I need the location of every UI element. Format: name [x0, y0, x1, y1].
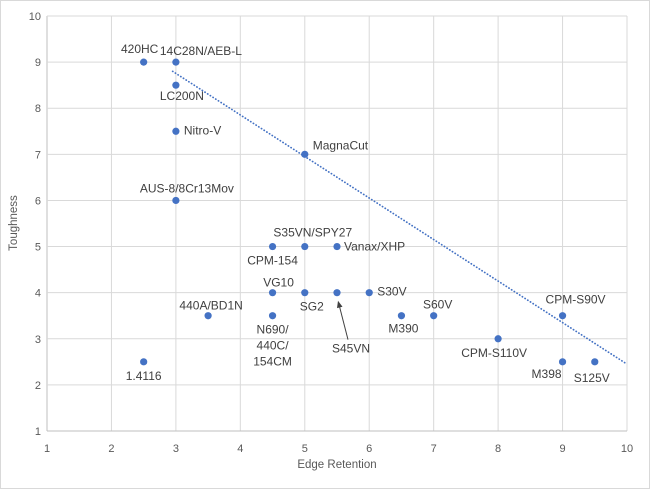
- data-point[interactable]: [140, 58, 148, 66]
- data-point[interactable]: [172, 196, 180, 205]
- y-tick-label: 7: [35, 149, 41, 161]
- x-tick-label: 8: [495, 443, 501, 455]
- trendline: [171, 70, 628, 365]
- x-axis-title: Edge Retention: [297, 459, 377, 471]
- x-tick-label: 3: [173, 443, 179, 455]
- point-label: CPM-154: [247, 254, 298, 268]
- x-tick-label: 2: [108, 443, 114, 455]
- x-tick-label: 6: [366, 443, 372, 455]
- data-point[interactable]: [397, 312, 406, 320]
- y-tick-label: 6: [35, 195, 41, 207]
- point-label: AUS-8/8Cr13Mov: [140, 181, 234, 195]
- annotation-arrow-line: [338, 305, 349, 340]
- point-label: 420HC: [121, 42, 159, 56]
- data-point[interactable]: [301, 242, 309, 251]
- data-point[interactable]: [333, 289, 341, 297]
- y-axis-title: Toughness: [8, 195, 20, 251]
- point-label: S125V: [574, 371, 610, 385]
- data-point[interactable]: [301, 150, 309, 158]
- data-point[interactable]: [172, 58, 180, 66]
- x-tick-label: 5: [302, 443, 308, 455]
- point-label: S45VN: [332, 342, 370, 356]
- annotation-arrowhead: [337, 300, 343, 309]
- point-label: 14C28N/AEB-L: [160, 44, 242, 58]
- x-tick-label: 7: [431, 443, 437, 455]
- data-point[interactable]: [140, 358, 148, 366]
- x-tick-label: 1: [44, 443, 50, 455]
- point-label: 1.4116: [126, 369, 162, 383]
- y-tick-label: 8: [35, 103, 41, 115]
- data-point[interactable]: [494, 335, 502, 343]
- point-label: SG2: [300, 300, 324, 314]
- data-point[interactable]: [430, 312, 438, 320]
- data-point[interactable]: [558, 312, 567, 320]
- point-label: S35VN/SPY27: [273, 226, 352, 240]
- data-point[interactable]: [204, 312, 212, 320]
- y-tick-label: 10: [29, 11, 41, 23]
- y-tick-label: 1: [35, 426, 41, 438]
- y-tick-label: 5: [35, 242, 41, 254]
- point-label: CPM-S90V: [546, 293, 606, 307]
- x-tick-label: 9: [559, 443, 565, 455]
- data-point[interactable]: [301, 289, 309, 297]
- point-label: Nitro-V: [184, 123, 221, 137]
- data-point[interactable]: [333, 242, 341, 251]
- point-label: CPM-S110V: [461, 346, 527, 360]
- point-label: LC200N: [160, 89, 204, 103]
- y-tick-label: 2: [35, 380, 41, 392]
- data-point[interactable]: [268, 242, 277, 251]
- y-tick-label: 4: [35, 288, 41, 300]
- data-point[interactable]: [558, 358, 567, 366]
- point-label: N690/440C/154CM: [253, 323, 292, 369]
- point-label: M398: [532, 367, 562, 381]
- point-label: S60V: [423, 298, 452, 312]
- data-point[interactable]: [365, 289, 373, 297]
- point-label: S30V: [377, 285, 406, 299]
- x-tick-label: 10: [621, 443, 633, 455]
- x-tick-label: 4: [237, 443, 243, 455]
- y-tick-label: 3: [35, 334, 41, 346]
- point-label: M390: [388, 322, 418, 336]
- point-label: MagnaCut: [313, 138, 369, 152]
- data-point[interactable]: [268, 289, 277, 297]
- data-point[interactable]: [172, 127, 180, 135]
- data-point[interactable]: [172, 81, 180, 89]
- data-point[interactable]: [591, 358, 599, 366]
- y-tick-label: 9: [35, 57, 41, 69]
- point-label: Vanax/XHP: [344, 240, 405, 254]
- data-point[interactable]: [268, 312, 277, 320]
- point-label: 440A/BD1N: [179, 299, 242, 313]
- point-label: VG10: [263, 276, 294, 290]
